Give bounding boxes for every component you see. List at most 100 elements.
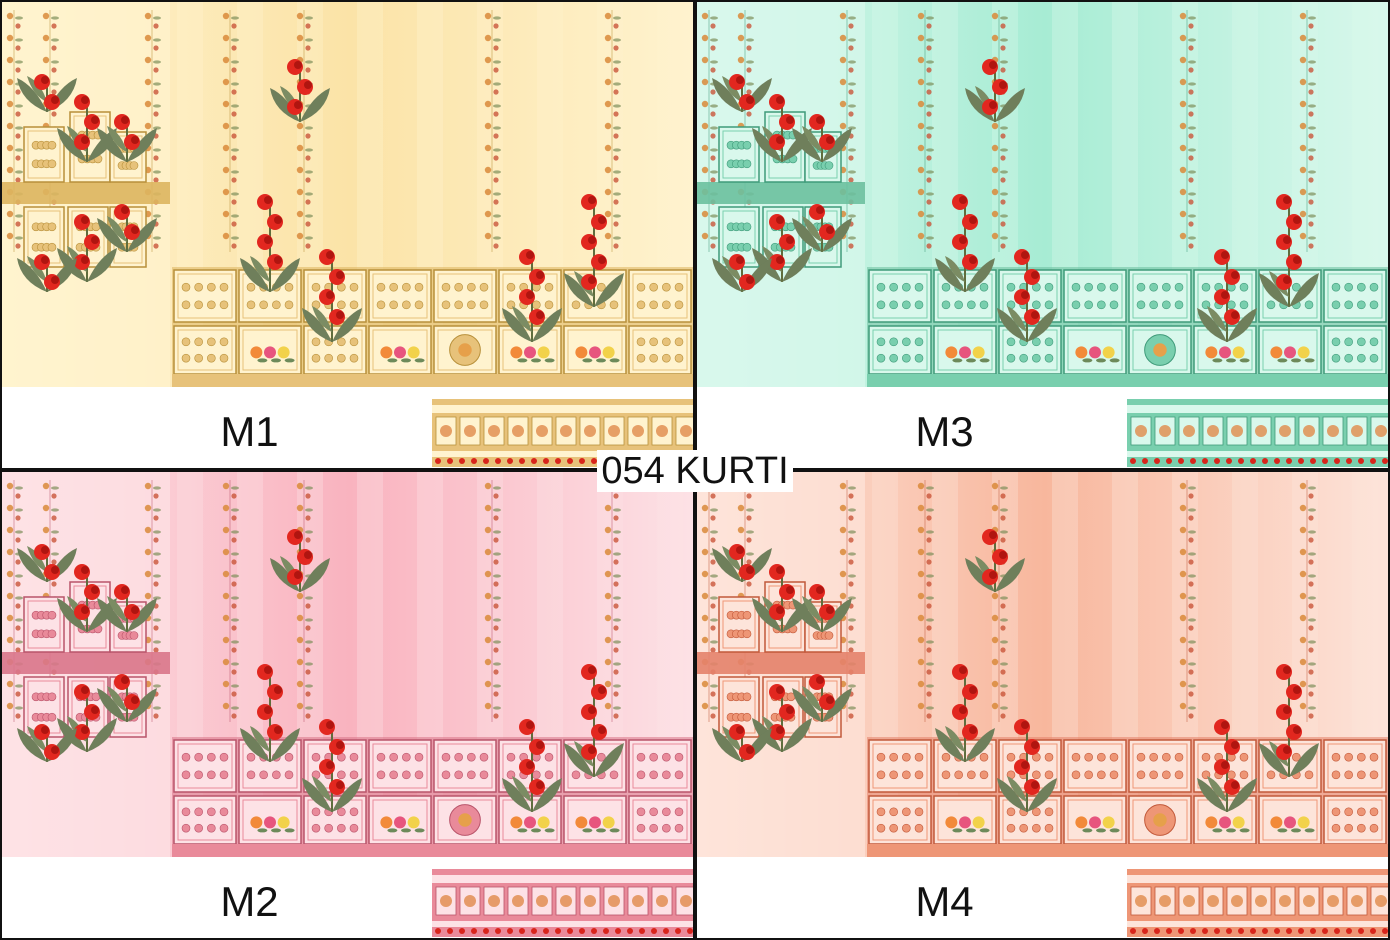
ornament-tile	[238, 795, 302, 845]
border-flower	[663, 928, 669, 934]
border-flower	[495, 458, 501, 464]
vine-flower	[839, 144, 856, 161]
vine-flower	[484, 570, 501, 587]
vine-flower	[1299, 144, 1316, 161]
vine-flower	[701, 592, 718, 609]
border-flower	[1382, 928, 1388, 934]
vine-flower	[6, 144, 23, 161]
vine-flower	[1299, 680, 1316, 697]
vine-flower	[6, 166, 23, 183]
border-flower	[1334, 928, 1340, 934]
vine-flower	[6, 34, 23, 51]
vine-flower	[484, 166, 501, 183]
ornament-tile	[173, 795, 237, 845]
border-flower	[567, 458, 573, 464]
ornament-tile	[718, 676, 760, 738]
border-medallion	[459, 416, 481, 446]
border-flower	[447, 458, 453, 464]
vine-flower	[296, 166, 313, 183]
vine-flower	[701, 122, 718, 139]
vine-flower	[701, 614, 718, 631]
vine-flower	[1179, 570, 1196, 587]
vine-flower	[1179, 658, 1196, 675]
vine-flower	[222, 144, 239, 161]
poppy-motif	[792, 584, 852, 632]
vine-flower	[604, 12, 621, 29]
border-flower	[567, 928, 573, 934]
vine-flower	[1179, 122, 1196, 139]
ornament-tile	[1128, 739, 1192, 793]
vine-flower	[839, 56, 856, 73]
border-flower	[1322, 928, 1328, 934]
vine-flower	[222, 166, 239, 183]
vine-flower	[1179, 482, 1196, 499]
border-sample	[1127, 399, 1388, 467]
poppy-motif	[57, 214, 117, 282]
vine-flower	[1299, 12, 1316, 29]
ornament-tile	[1258, 325, 1322, 375]
ornament-tile	[1063, 269, 1127, 323]
ornament-tile	[368, 325, 432, 375]
border-medallion	[1346, 416, 1368, 446]
vine-flower	[701, 144, 718, 161]
vine-flower	[484, 232, 501, 249]
vine-flower	[1299, 56, 1316, 73]
vine-flower	[222, 680, 239, 697]
border-flower	[687, 928, 693, 934]
vine-flower	[1179, 680, 1196, 697]
vine-flower	[296, 12, 313, 29]
border-medallion	[1130, 416, 1152, 446]
ornament-tile	[433, 795, 497, 845]
vine-flower	[222, 702, 239, 719]
ornament-tile	[563, 325, 627, 375]
border-flower	[1370, 928, 1376, 934]
border-medallion	[483, 416, 505, 446]
border-flower	[459, 458, 465, 464]
print-canvas	[697, 2, 1388, 387]
poppy-motif	[752, 564, 812, 632]
vine-flower	[484, 680, 501, 697]
vine-flower	[484, 56, 501, 73]
vine-flower	[917, 210, 934, 227]
vine-flower	[839, 504, 856, 521]
vine-flower	[991, 504, 1008, 521]
vine-flower	[6, 56, 23, 73]
border-flower	[675, 928, 681, 934]
vine-flower	[484, 100, 501, 117]
vine-flower	[991, 482, 1008, 499]
ornament-tile	[718, 126, 760, 183]
vine-flower	[1179, 232, 1196, 249]
vine-flower	[604, 166, 621, 183]
border-flower	[1238, 458, 1244, 464]
border-medallion	[579, 886, 601, 916]
vine-flower	[1299, 232, 1316, 249]
vine-flower	[1299, 636, 1316, 653]
border-flower	[1250, 458, 1256, 464]
border-medallion	[675, 416, 693, 446]
border-medallion	[651, 886, 673, 916]
border-medallion	[1250, 416, 1272, 446]
border-flower	[1298, 928, 1304, 934]
variant-panel-m3: M3	[695, 0, 1390, 470]
vine-flower	[296, 680, 313, 697]
vine-flower	[484, 526, 501, 543]
border-flower	[531, 458, 537, 464]
poppy-motif	[97, 674, 157, 722]
vine-flower	[917, 232, 934, 249]
border-flower	[519, 928, 525, 934]
vine-flower	[1179, 166, 1196, 183]
border-flower	[471, 928, 477, 934]
border-flower	[1274, 928, 1280, 934]
vine-flower	[917, 56, 934, 73]
vine-flower	[1299, 78, 1316, 95]
border-flower	[1190, 928, 1196, 934]
vine-flower	[1299, 548, 1316, 565]
ornament-tile	[303, 795, 367, 845]
vine-flower	[701, 56, 718, 73]
border-flower	[1214, 458, 1220, 464]
border-flower	[1166, 928, 1172, 934]
poppy-motif	[57, 94, 117, 162]
poppy-motif	[270, 59, 330, 122]
vine-flower	[42, 34, 59, 51]
border-flower	[1358, 928, 1364, 934]
